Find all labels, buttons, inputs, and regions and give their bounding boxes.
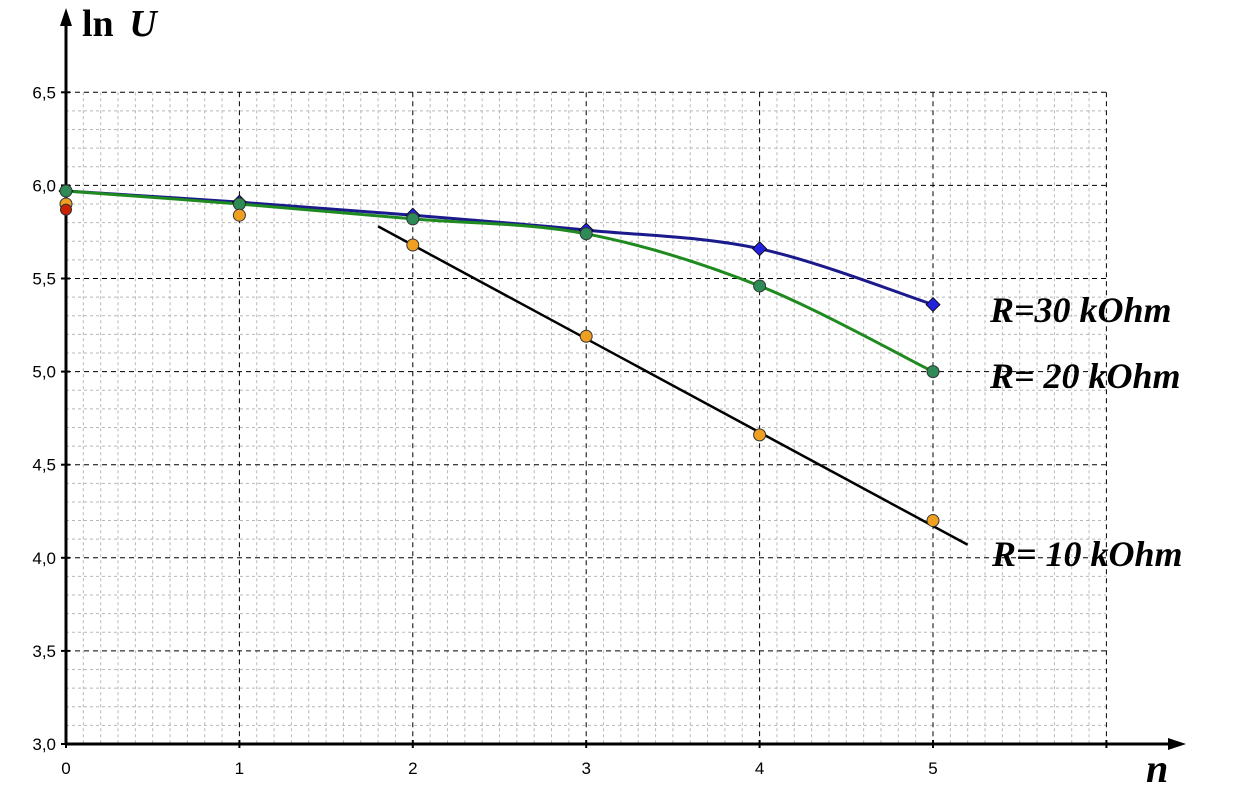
data-point-s0 [752, 241, 768, 257]
y-tick-label: 5,0 [32, 363, 56, 382]
data-point-s1 [406, 212, 420, 226]
y-tick-label: 6,0 [32, 176, 56, 195]
y-axis-title-var: U [129, 3, 159, 45]
data-point-s1 [59, 184, 73, 198]
axes [60, 8, 1186, 750]
data-point-s1 [232, 197, 246, 211]
y-tick-label: 4,0 [32, 549, 56, 568]
x-tick-label: 1 [235, 759, 244, 778]
x-tick-label: 0 [61, 759, 70, 778]
y-tick-label: 6,5 [32, 83, 56, 102]
series-group [58, 183, 969, 546]
series-fit-line-2 [377, 225, 969, 546]
series-line-0 [65, 189, 934, 306]
x-axis-arrow [1168, 738, 1186, 750]
data-point-s0 [925, 297, 941, 313]
y-tick-label: 3,5 [32, 642, 56, 661]
series-label-r10: R= 10 kOhm [991, 534, 1183, 574]
series-label-r30: R=30 kOhm [989, 290, 1172, 330]
x-tick-label: 2 [408, 759, 417, 778]
data-point-s2 [406, 238, 420, 252]
y-tick-label: 5,5 [32, 270, 56, 289]
data-point-extra [60, 203, 72, 216]
data-point-s2 [579, 329, 593, 343]
data-point-s2 [926, 514, 940, 528]
y-tick-label: 3,0 [32, 735, 56, 754]
y-axis-title: ln U [82, 3, 159, 45]
tick-labels: 0 1 2 3 4 5 3,0 3,5 4,0 4,5 5,0 5,5 6,0 6,5 [32, 83, 937, 778]
data-point-s1 [753, 279, 767, 293]
data-point-s1 [579, 227, 593, 241]
y-tick-label: 4,5 [32, 456, 56, 475]
data-point-s1 [926, 365, 940, 379]
x-axis-title: n [1146, 746, 1168, 789]
series-line-1 [65, 189, 934, 373]
x-tick-label: 5 [928, 759, 937, 778]
x-tick-label: 4 [755, 759, 764, 778]
data-point-s2 [753, 428, 767, 442]
y-axis-arrow [60, 8, 72, 26]
data-point-s2 [232, 208, 246, 222]
x-tick-label: 3 [581, 759, 590, 778]
y-axis-title-prefix: ln [82, 3, 114, 45]
series-label-r20: R= 20 kOhm [989, 356, 1181, 396]
